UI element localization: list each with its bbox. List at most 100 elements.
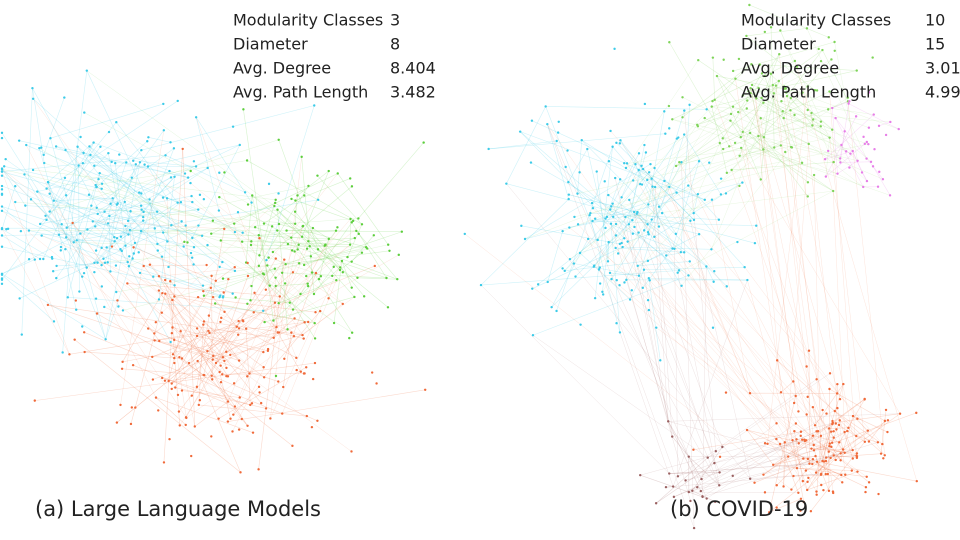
edge xyxy=(759,64,786,89)
edge xyxy=(564,172,650,272)
edge xyxy=(149,199,158,245)
edge xyxy=(191,195,335,324)
node xyxy=(637,274,641,277)
edge xyxy=(637,211,866,442)
node xyxy=(146,327,150,330)
node xyxy=(615,322,618,325)
edge xyxy=(806,460,827,491)
stat-label: Modularity Classes xyxy=(741,11,891,30)
node xyxy=(536,283,540,286)
node xyxy=(271,250,275,254)
edge xyxy=(96,313,175,359)
node xyxy=(189,251,193,255)
node xyxy=(830,430,833,433)
node xyxy=(158,339,161,343)
node xyxy=(567,197,570,201)
edge xyxy=(155,397,186,426)
node xyxy=(674,164,678,168)
edge xyxy=(714,99,845,453)
edge xyxy=(222,268,275,279)
edge xyxy=(227,318,295,377)
edge xyxy=(53,177,66,201)
node xyxy=(772,92,776,95)
stat-label: Diameter xyxy=(741,35,816,54)
node xyxy=(59,249,62,252)
node xyxy=(167,379,170,383)
edge xyxy=(282,280,337,414)
node xyxy=(628,298,632,301)
node xyxy=(696,193,700,196)
edge xyxy=(358,142,424,219)
node xyxy=(758,63,761,66)
node xyxy=(200,234,204,238)
node xyxy=(290,236,293,239)
node xyxy=(246,274,250,278)
node xyxy=(210,274,213,278)
node xyxy=(146,165,150,168)
edge xyxy=(181,358,293,447)
node xyxy=(233,405,237,408)
edge xyxy=(90,154,236,272)
labels: Modularity Classes 3 Diameter 8 Avg. Deg… xyxy=(35,11,960,522)
edge xyxy=(165,155,246,193)
node xyxy=(598,282,602,285)
edge xyxy=(763,80,780,138)
node xyxy=(674,232,678,236)
edge xyxy=(174,335,198,359)
node xyxy=(607,193,610,197)
node xyxy=(566,149,569,152)
edge xyxy=(672,119,891,196)
node xyxy=(196,295,200,299)
node xyxy=(755,224,758,227)
node xyxy=(113,235,116,239)
node xyxy=(184,224,187,227)
node xyxy=(117,305,120,308)
node xyxy=(808,462,811,465)
node xyxy=(855,69,858,72)
edge xyxy=(519,131,680,271)
node xyxy=(711,99,714,103)
edge xyxy=(829,388,886,422)
node xyxy=(803,439,807,443)
node xyxy=(246,261,249,265)
node xyxy=(219,239,222,242)
edge xyxy=(735,78,869,128)
edge xyxy=(211,233,329,240)
node xyxy=(278,295,281,298)
node xyxy=(618,142,622,145)
node xyxy=(633,225,636,229)
node xyxy=(637,168,640,172)
node xyxy=(96,212,99,216)
node xyxy=(657,205,661,208)
node xyxy=(864,490,867,494)
edge xyxy=(167,198,193,203)
node xyxy=(831,128,834,131)
node xyxy=(771,83,775,87)
node xyxy=(151,355,154,359)
node xyxy=(777,79,781,83)
node xyxy=(93,261,96,265)
node xyxy=(360,251,364,254)
edge xyxy=(806,28,867,159)
node xyxy=(648,279,651,282)
node xyxy=(591,206,595,210)
node xyxy=(350,185,354,188)
node xyxy=(838,419,841,422)
edge xyxy=(786,96,857,456)
edge xyxy=(171,254,399,384)
edge xyxy=(792,440,808,491)
node xyxy=(879,452,883,455)
node xyxy=(303,194,306,197)
edge xyxy=(218,210,303,336)
edge xyxy=(158,276,229,402)
node xyxy=(86,228,89,231)
node xyxy=(275,325,278,329)
node xyxy=(915,479,918,483)
edge xyxy=(587,148,606,229)
node xyxy=(313,361,317,365)
edge xyxy=(133,160,197,167)
edge xyxy=(677,443,768,477)
node xyxy=(171,298,174,302)
edge xyxy=(592,220,757,227)
node xyxy=(793,59,797,63)
